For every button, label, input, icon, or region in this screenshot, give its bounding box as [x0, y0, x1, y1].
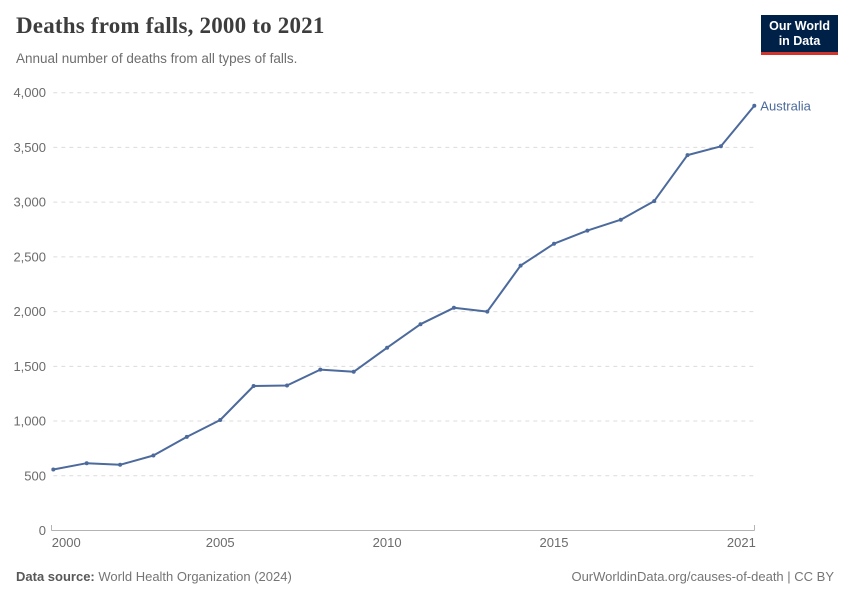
- y-tick-label: 1,500: [13, 359, 46, 374]
- data-source-label: Data source:: [16, 569, 95, 584]
- data-point[interactable]: [585, 228, 590, 233]
- y-tick-label: 3,500: [13, 140, 46, 155]
- data-point[interactable]: [718, 144, 723, 149]
- x-tick-label: 2000: [52, 535, 81, 550]
- data-point[interactable]: [151, 453, 156, 458]
- data-point[interactable]: [552, 241, 556, 246]
- data-point[interactable]: [485, 309, 490, 314]
- data-source: Data source: World Health Organization (…: [16, 569, 292, 584]
- data-point[interactable]: [318, 367, 323, 372]
- data-point[interactable]: [84, 461, 89, 466]
- y-tick-label: 2,000: [13, 304, 46, 319]
- x-tick-label: 2021: [727, 535, 756, 550]
- data-line[interactable]: [52, 104, 756, 471]
- y-tick-label: 2,500: [13, 249, 46, 264]
- data-point[interactable]: [118, 462, 123, 467]
- data-point[interactable]: [652, 199, 657, 204]
- chart-footer: Data source: World Health Organization (…: [16, 569, 834, 584]
- data-point[interactable]: [752, 103, 757, 108]
- data-point[interactable]: [618, 217, 623, 222]
- citation-link[interactable]: OurWorldinData.org/causes-of-death | CC …: [571, 569, 834, 584]
- series-label[interactable]: Australia: [760, 98, 811, 113]
- data-point[interactable]: [385, 345, 390, 350]
- data-point[interactable]: [451, 305, 456, 310]
- chart-title: Deaths from falls, 2000 to 2021: [16, 13, 325, 38]
- y-tick-label: 3,000: [13, 195, 46, 210]
- logo-line-2: in Data: [778, 34, 821, 48]
- chart-subtitle: Annual number of deaths from all types o…: [16, 51, 298, 66]
- y-tick-label: 0: [39, 523, 46, 538]
- y-tick-label: 4,000: [13, 85, 46, 100]
- x-tick-label: 2005: [206, 535, 235, 550]
- data-point[interactable]: [51, 467, 56, 472]
- data-point[interactable]: [251, 384, 256, 388]
- y-tick-label: 1,000: [13, 414, 46, 429]
- data-point[interactable]: [285, 383, 289, 388]
- x-tick-label: 2015: [540, 535, 569, 550]
- x-tick-label: 2010: [373, 535, 402, 550]
- y-tick-label: 500: [24, 468, 46, 483]
- data-source-value: World Health Organization (2024): [98, 569, 292, 584]
- data-point[interactable]: [351, 369, 356, 374]
- logo-line-1: Our World: [769, 19, 830, 33]
- data-point[interactable]: [184, 434, 189, 439]
- owid-logo[interactable]: Our World in Data: [761, 15, 838, 55]
- data-point[interactable]: [518, 263, 523, 268]
- data-point[interactable]: [685, 153, 690, 158]
- data-point[interactable]: [218, 418, 223, 422]
- data-point[interactable]: [418, 322, 423, 327]
